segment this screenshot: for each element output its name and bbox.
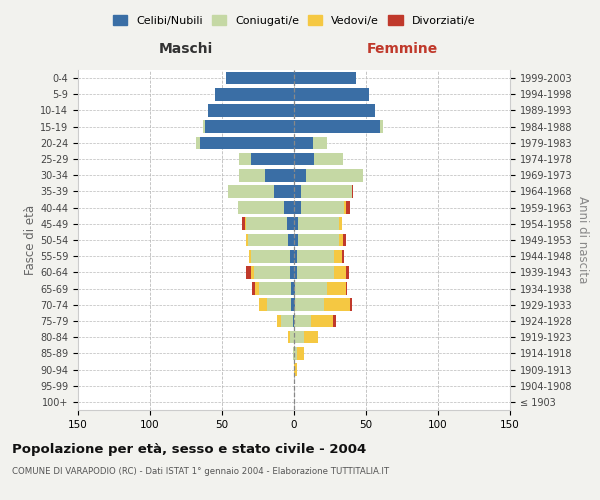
Bar: [226, 72, 294, 85]
Bar: [344, 202, 346, 214]
Y-axis label: Fasce di età: Fasce di età: [24, 205, 37, 275]
Bar: [294, 234, 298, 246]
Bar: [247, 266, 251, 278]
Bar: [294, 347, 297, 360]
Bar: [294, 298, 295, 311]
Bar: [239, 169, 265, 181]
Bar: [247, 218, 287, 230]
Bar: [311, 314, 333, 328]
Bar: [251, 250, 290, 262]
Bar: [274, 185, 294, 198]
Bar: [341, 250, 344, 262]
Text: Popolazione per età, sesso e stato civile - 2004: Popolazione per età, sesso e stato civil…: [12, 442, 366, 456]
Bar: [324, 298, 350, 311]
Bar: [294, 218, 298, 230]
Bar: [294, 185, 301, 198]
Bar: [294, 266, 297, 278]
Bar: [196, 136, 200, 149]
Bar: [290, 331, 294, 344]
Text: Femmine: Femmine: [367, 42, 437, 56]
Bar: [208, 104, 294, 117]
Bar: [203, 120, 205, 133]
Bar: [242, 218, 245, 230]
Bar: [254, 266, 290, 278]
Bar: [245, 218, 247, 230]
Bar: [313, 136, 327, 149]
Bar: [294, 169, 305, 181]
Bar: [294, 282, 295, 295]
Bar: [239, 152, 251, 166]
Bar: [343, 234, 346, 246]
Bar: [333, 314, 336, 328]
Bar: [251, 266, 254, 278]
Bar: [327, 282, 346, 295]
Bar: [346, 282, 347, 295]
Bar: [314, 152, 343, 166]
Bar: [277, 314, 281, 328]
Bar: [294, 363, 297, 376]
Bar: [346, 266, 349, 278]
Bar: [295, 282, 327, 295]
Bar: [350, 298, 352, 311]
Bar: [248, 234, 288, 246]
Bar: [288, 234, 294, 246]
Bar: [380, 120, 383, 133]
Bar: [281, 314, 293, 328]
Bar: [291, 282, 294, 295]
Bar: [290, 266, 294, 278]
Bar: [294, 152, 314, 166]
Bar: [294, 331, 304, 344]
Bar: [265, 169, 294, 181]
Legend: Celibi/Nubili, Coniugati/e, Vedovi/e, Divorziati/e: Celibi/Nubili, Coniugati/e, Vedovi/e, Di…: [109, 10, 479, 30]
Bar: [259, 282, 291, 295]
Bar: [288, 331, 290, 344]
Bar: [334, 250, 341, 262]
Bar: [301, 202, 344, 214]
Bar: [334, 266, 346, 278]
Bar: [200, 136, 294, 149]
Bar: [298, 218, 338, 230]
Bar: [352, 185, 353, 198]
Bar: [215, 88, 294, 101]
Bar: [228, 185, 274, 198]
Bar: [294, 314, 311, 328]
Bar: [305, 169, 363, 181]
Bar: [294, 72, 356, 85]
Bar: [266, 298, 291, 311]
Bar: [287, 218, 294, 230]
Bar: [291, 298, 294, 311]
Bar: [250, 250, 251, 262]
Bar: [284, 202, 294, 214]
Bar: [294, 202, 301, 214]
Bar: [338, 218, 341, 230]
Bar: [205, 120, 294, 133]
Bar: [295, 298, 324, 311]
Bar: [247, 234, 248, 246]
Bar: [297, 250, 334, 262]
Bar: [238, 202, 284, 214]
Bar: [294, 104, 374, 117]
Bar: [293, 314, 294, 328]
Bar: [259, 298, 266, 311]
Bar: [293, 347, 294, 360]
Bar: [297, 347, 304, 360]
Bar: [252, 282, 255, 295]
Bar: [294, 136, 313, 149]
Bar: [301, 185, 352, 198]
Bar: [298, 234, 338, 246]
Bar: [290, 250, 294, 262]
Bar: [304, 331, 319, 344]
Bar: [255, 282, 259, 295]
Bar: [294, 88, 369, 101]
Text: COMUNE DI VARAPODIO (RC) - Dati ISTAT 1° gennaio 2004 - Elaborazione TUTTITALIA.: COMUNE DI VARAPODIO (RC) - Dati ISTAT 1°…: [12, 468, 389, 476]
Bar: [346, 202, 350, 214]
Bar: [294, 250, 297, 262]
Text: Maschi: Maschi: [159, 42, 213, 56]
Bar: [338, 234, 343, 246]
Bar: [297, 266, 334, 278]
Y-axis label: Anni di nascita: Anni di nascita: [576, 196, 589, 284]
Bar: [251, 152, 294, 166]
Bar: [294, 120, 380, 133]
